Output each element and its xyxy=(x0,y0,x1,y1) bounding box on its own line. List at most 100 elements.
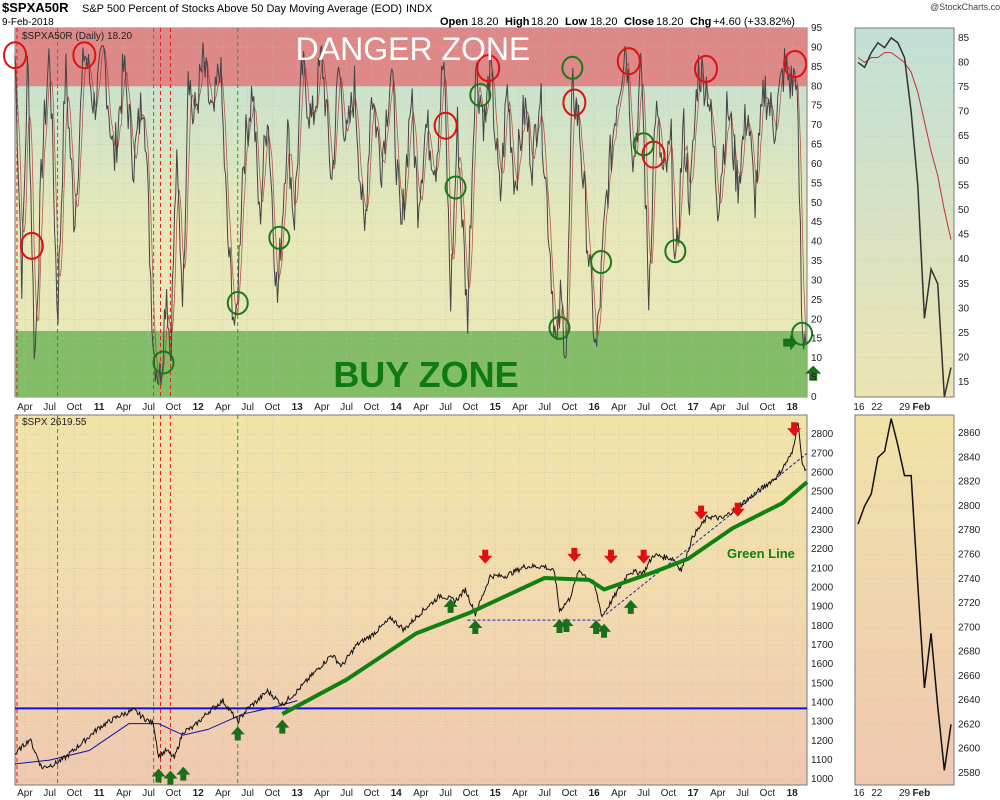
price-zoom-line xyxy=(857,418,952,771)
breadth-zoom-y-tick: 40 xyxy=(958,254,970,265)
price-y-tick: 2700 xyxy=(811,448,834,459)
price-zoom-x-tick: 22 xyxy=(871,788,883,799)
breadth-line xyxy=(14,38,807,386)
price-series xyxy=(14,422,807,770)
price-x-tick: Jul xyxy=(736,788,749,799)
header-low-label: Low xyxy=(565,16,587,28)
price-zoom-x-tick: 16 xyxy=(853,788,865,799)
breadth-zoom-y-ticks: 15 20 25 30 35 40 45 50 55 60 65 70 75 80 85 xyxy=(958,33,970,388)
green-line-label: Green Line xyxy=(727,546,795,561)
green-up-arrow xyxy=(468,619,483,634)
price-zoom-y-ticks: 2580 2600 2620 2640 2660 2680 2700 2720 2740 2760… xyxy=(958,428,981,779)
breadth-zoom-line xyxy=(857,36,952,398)
price-zoom-y-tick: 2820 xyxy=(958,477,981,488)
green-right-arrow xyxy=(783,334,798,351)
price-y-tick: 2200 xyxy=(811,544,834,555)
breadth-x-tick: Apr xyxy=(413,402,429,413)
price-x-tick: Jul xyxy=(340,788,353,799)
price-x-tick: Apr xyxy=(215,788,231,799)
breadth-zoom-y-tick: 15 xyxy=(958,377,970,388)
price-y-tick: 1800 xyxy=(811,621,834,632)
price-panel: Green Line $SPX 2619.55 1000 1100 1200 1300… xyxy=(14,414,834,799)
price-x-tick: 17 xyxy=(688,788,700,799)
danger-zone-label: DANGER ZONE xyxy=(296,31,531,67)
breadth-y-tick: 60 xyxy=(811,159,823,170)
breadth-y-tick: 65 xyxy=(811,140,823,151)
red-down-arrow xyxy=(636,549,651,564)
breadth-zoom-bg xyxy=(854,27,955,398)
breadth-x-tick: 11 xyxy=(94,402,105,413)
breadth-zoom-panel: 15 20 25 30 35 40 45 50 55 60 65 70 75 80 85 16 22 29 Feb xyxy=(853,27,970,413)
green-up-arrow xyxy=(597,623,612,638)
breadth-zoom-y-tick: 80 xyxy=(958,57,970,68)
header-close-value: 18.20 xyxy=(656,16,684,28)
price-x-tick: Jul xyxy=(241,788,254,799)
price-x-tick: Apr xyxy=(512,788,528,799)
header-chg-value: +4.60 (+33.82%) xyxy=(713,16,795,28)
red-circle xyxy=(3,41,27,70)
price-x-tick: Oct xyxy=(364,788,380,799)
breadth-zoom-y-tick: 65 xyxy=(958,131,970,142)
breadth-x-tick: Apr xyxy=(215,402,231,413)
price-x-tick: Jul xyxy=(43,788,56,799)
breadth-y-tick: 15 xyxy=(811,334,823,345)
price-y-tick: 1400 xyxy=(811,698,834,709)
breadth-y-tick: 5 xyxy=(811,373,817,384)
brand-logo: @StockCharts.com xyxy=(930,2,1000,12)
price-zoom-y-tick: 2580 xyxy=(958,768,981,779)
price-x-tick: Apr xyxy=(116,788,132,799)
breadth-arrows xyxy=(783,334,822,381)
green-up-arrow xyxy=(176,766,191,781)
price-zoom-bg xyxy=(854,414,955,786)
price-zoom-y-tick: 2740 xyxy=(958,574,981,585)
breadth-zoom-x-tick: 22 xyxy=(871,402,883,413)
price-x-tick: Apr xyxy=(413,788,429,799)
red-circle xyxy=(616,47,641,76)
price-y-tick: 1300 xyxy=(811,717,834,728)
breadth-zoom-x-tick: 16 xyxy=(853,402,865,413)
red-down-arrow xyxy=(478,549,493,564)
breadth-y-tick: 20 xyxy=(811,314,823,325)
red-down-arrow xyxy=(730,502,745,517)
price-y-tick: 1100 xyxy=(811,755,833,766)
price-grid xyxy=(15,415,807,785)
price-zoom-y-tick: 2640 xyxy=(958,695,981,706)
price-y-tick: 2400 xyxy=(811,506,834,517)
price-x-tick: Apr xyxy=(710,788,726,799)
breadth-x-tick: Oct xyxy=(562,402,578,413)
breadth-y-tick: 90 xyxy=(811,42,823,53)
price-y-ticks: 1000 1100 1200 1300 1400 1500 1600 1700 1800 1900… xyxy=(811,429,834,785)
breadth-x-tick: 17 xyxy=(688,402,700,413)
breadth-ma xyxy=(14,47,807,379)
red-circle xyxy=(783,50,808,79)
breadth-x-tick: Jul xyxy=(637,402,650,413)
price-zoom-y-tick: 2860 xyxy=(958,428,981,439)
price-x-tick: 18 xyxy=(787,788,799,799)
breadth-grid xyxy=(15,27,807,398)
price-zoom-y-tick: 2720 xyxy=(958,598,981,609)
price-y-tick: 2600 xyxy=(811,468,834,479)
breadth-series xyxy=(14,38,807,386)
price-zoom-x-tick: 29 xyxy=(899,788,911,799)
price-zoom-y-tick: 2780 xyxy=(958,525,981,536)
price-zoom-x-ticks: 16 22 29 Feb xyxy=(853,788,930,799)
breadth-zoom-y-tick: 20 xyxy=(958,353,970,364)
price-x-tick: Jul xyxy=(439,788,452,799)
price-line xyxy=(14,422,807,770)
breadth-y-tick: 30 xyxy=(811,275,823,286)
green-circle xyxy=(268,225,291,250)
price-x-tick: Oct xyxy=(661,788,677,799)
price-y-tick: 2300 xyxy=(811,525,834,536)
buy-zone-label: BUY ZONE xyxy=(333,354,518,395)
breadth-x-tick: 12 xyxy=(193,402,205,413)
breadth-x-tick: Jul xyxy=(142,402,155,413)
price-x-tick: Oct xyxy=(760,788,776,799)
breadth-x-tick: Apr xyxy=(17,402,33,413)
breadth-x-tick: Apr xyxy=(116,402,132,413)
breadth-x-tick: Apr xyxy=(512,402,528,413)
price-x-tick: 14 xyxy=(391,788,403,799)
price-x-tick: 16 xyxy=(589,788,601,799)
price-arrows xyxy=(151,422,802,785)
green-circle xyxy=(664,239,687,264)
breadth-y-tick: 35 xyxy=(811,256,823,267)
